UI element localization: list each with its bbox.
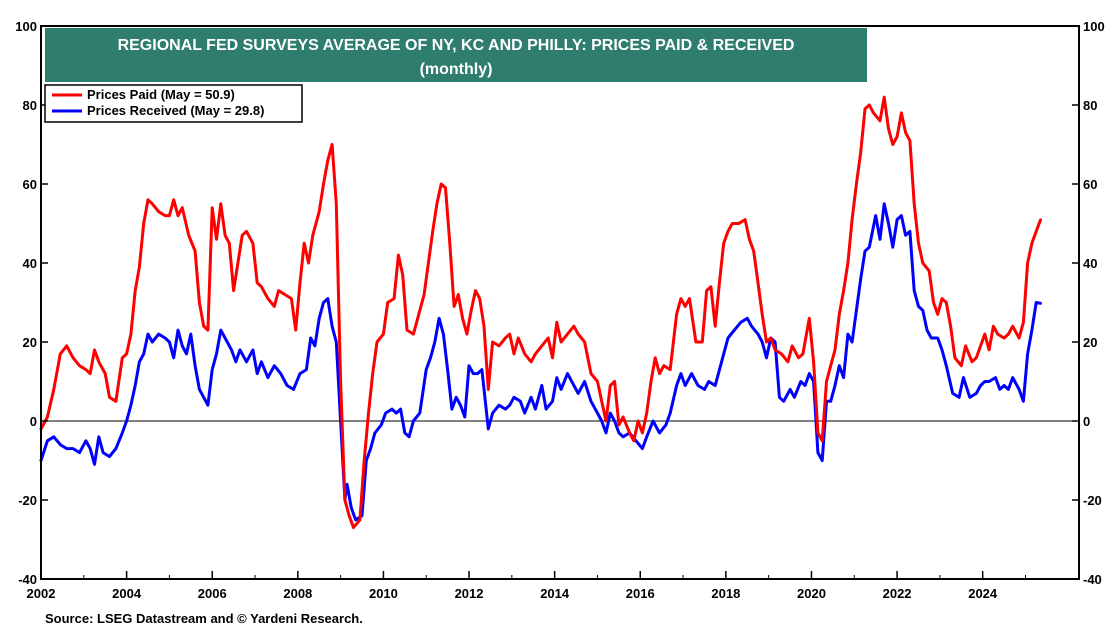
x-tick-label: 2014 [540, 586, 570, 601]
chart-subtitle: (monthly) [420, 61, 493, 78]
legend-label-prices-received: Prices Received (May = 29.8) [87, 103, 264, 118]
y-tick-label-left: 20 [23, 335, 37, 350]
title-background [45, 28, 867, 82]
y-tick-label-left: 80 [23, 98, 37, 113]
y-tick-label-right: 100 [1083, 19, 1105, 34]
y-tick-label-right: 40 [1083, 256, 1097, 271]
series-line-prices-paid [39, 95, 1042, 530]
x-tick-label: 2012 [455, 586, 484, 601]
title-box: REGIONAL FED SURVEYS AVERAGE OF NY, KC A… [45, 28, 867, 82]
series-layer [39, 95, 1042, 530]
y-tick-label-right: 60 [1083, 177, 1097, 192]
x-tick-label: 2004 [112, 586, 142, 601]
y-tick-label-left: -20 [18, 493, 37, 508]
x-tick-label: 2018 [711, 586, 740, 601]
y-tick-label-right: -40 [1083, 572, 1102, 587]
source-note: Source: LSEG Datastream and © Yardeni Re… [45, 611, 363, 626]
x-tick-label: 2008 [283, 586, 312, 601]
x-tick-label: 2002 [27, 586, 56, 601]
x-tick-label: 2022 [883, 586, 912, 601]
y-tick-label-left: 100 [15, 19, 37, 34]
y-tick-label-left: 60 [23, 177, 37, 192]
y-tick-label-right: 20 [1083, 335, 1097, 350]
y-tick-label-right: -20 [1083, 493, 1102, 508]
x-tick-label: 2020 [797, 586, 826, 601]
legend-label-prices-paid: Prices Paid (May = 50.9) [87, 87, 235, 102]
plot-frame [40, 25, 1080, 580]
x-tick-label: 2024 [968, 586, 998, 601]
y-tick-label-left: -40 [18, 572, 37, 587]
series-line-prices-received [39, 202, 1042, 522]
x-tick-label: 2006 [198, 586, 227, 601]
x-tick-label: 2016 [626, 586, 655, 601]
legend-box [44, 84, 303, 123]
chart-title: REGIONAL FED SURVEYS AVERAGE OF NY, KC A… [118, 37, 795, 54]
x-tick-label: 2010 [369, 586, 398, 601]
y-tick-label-right: 0 [1083, 414, 1090, 429]
y-tick-label-right: 80 [1083, 98, 1097, 113]
legend: Prices Paid (May = 50.9) Prices Received… [44, 84, 303, 123]
y-tick-label-left: 40 [23, 256, 37, 271]
y-tick-label-left: 0 [30, 414, 37, 429]
